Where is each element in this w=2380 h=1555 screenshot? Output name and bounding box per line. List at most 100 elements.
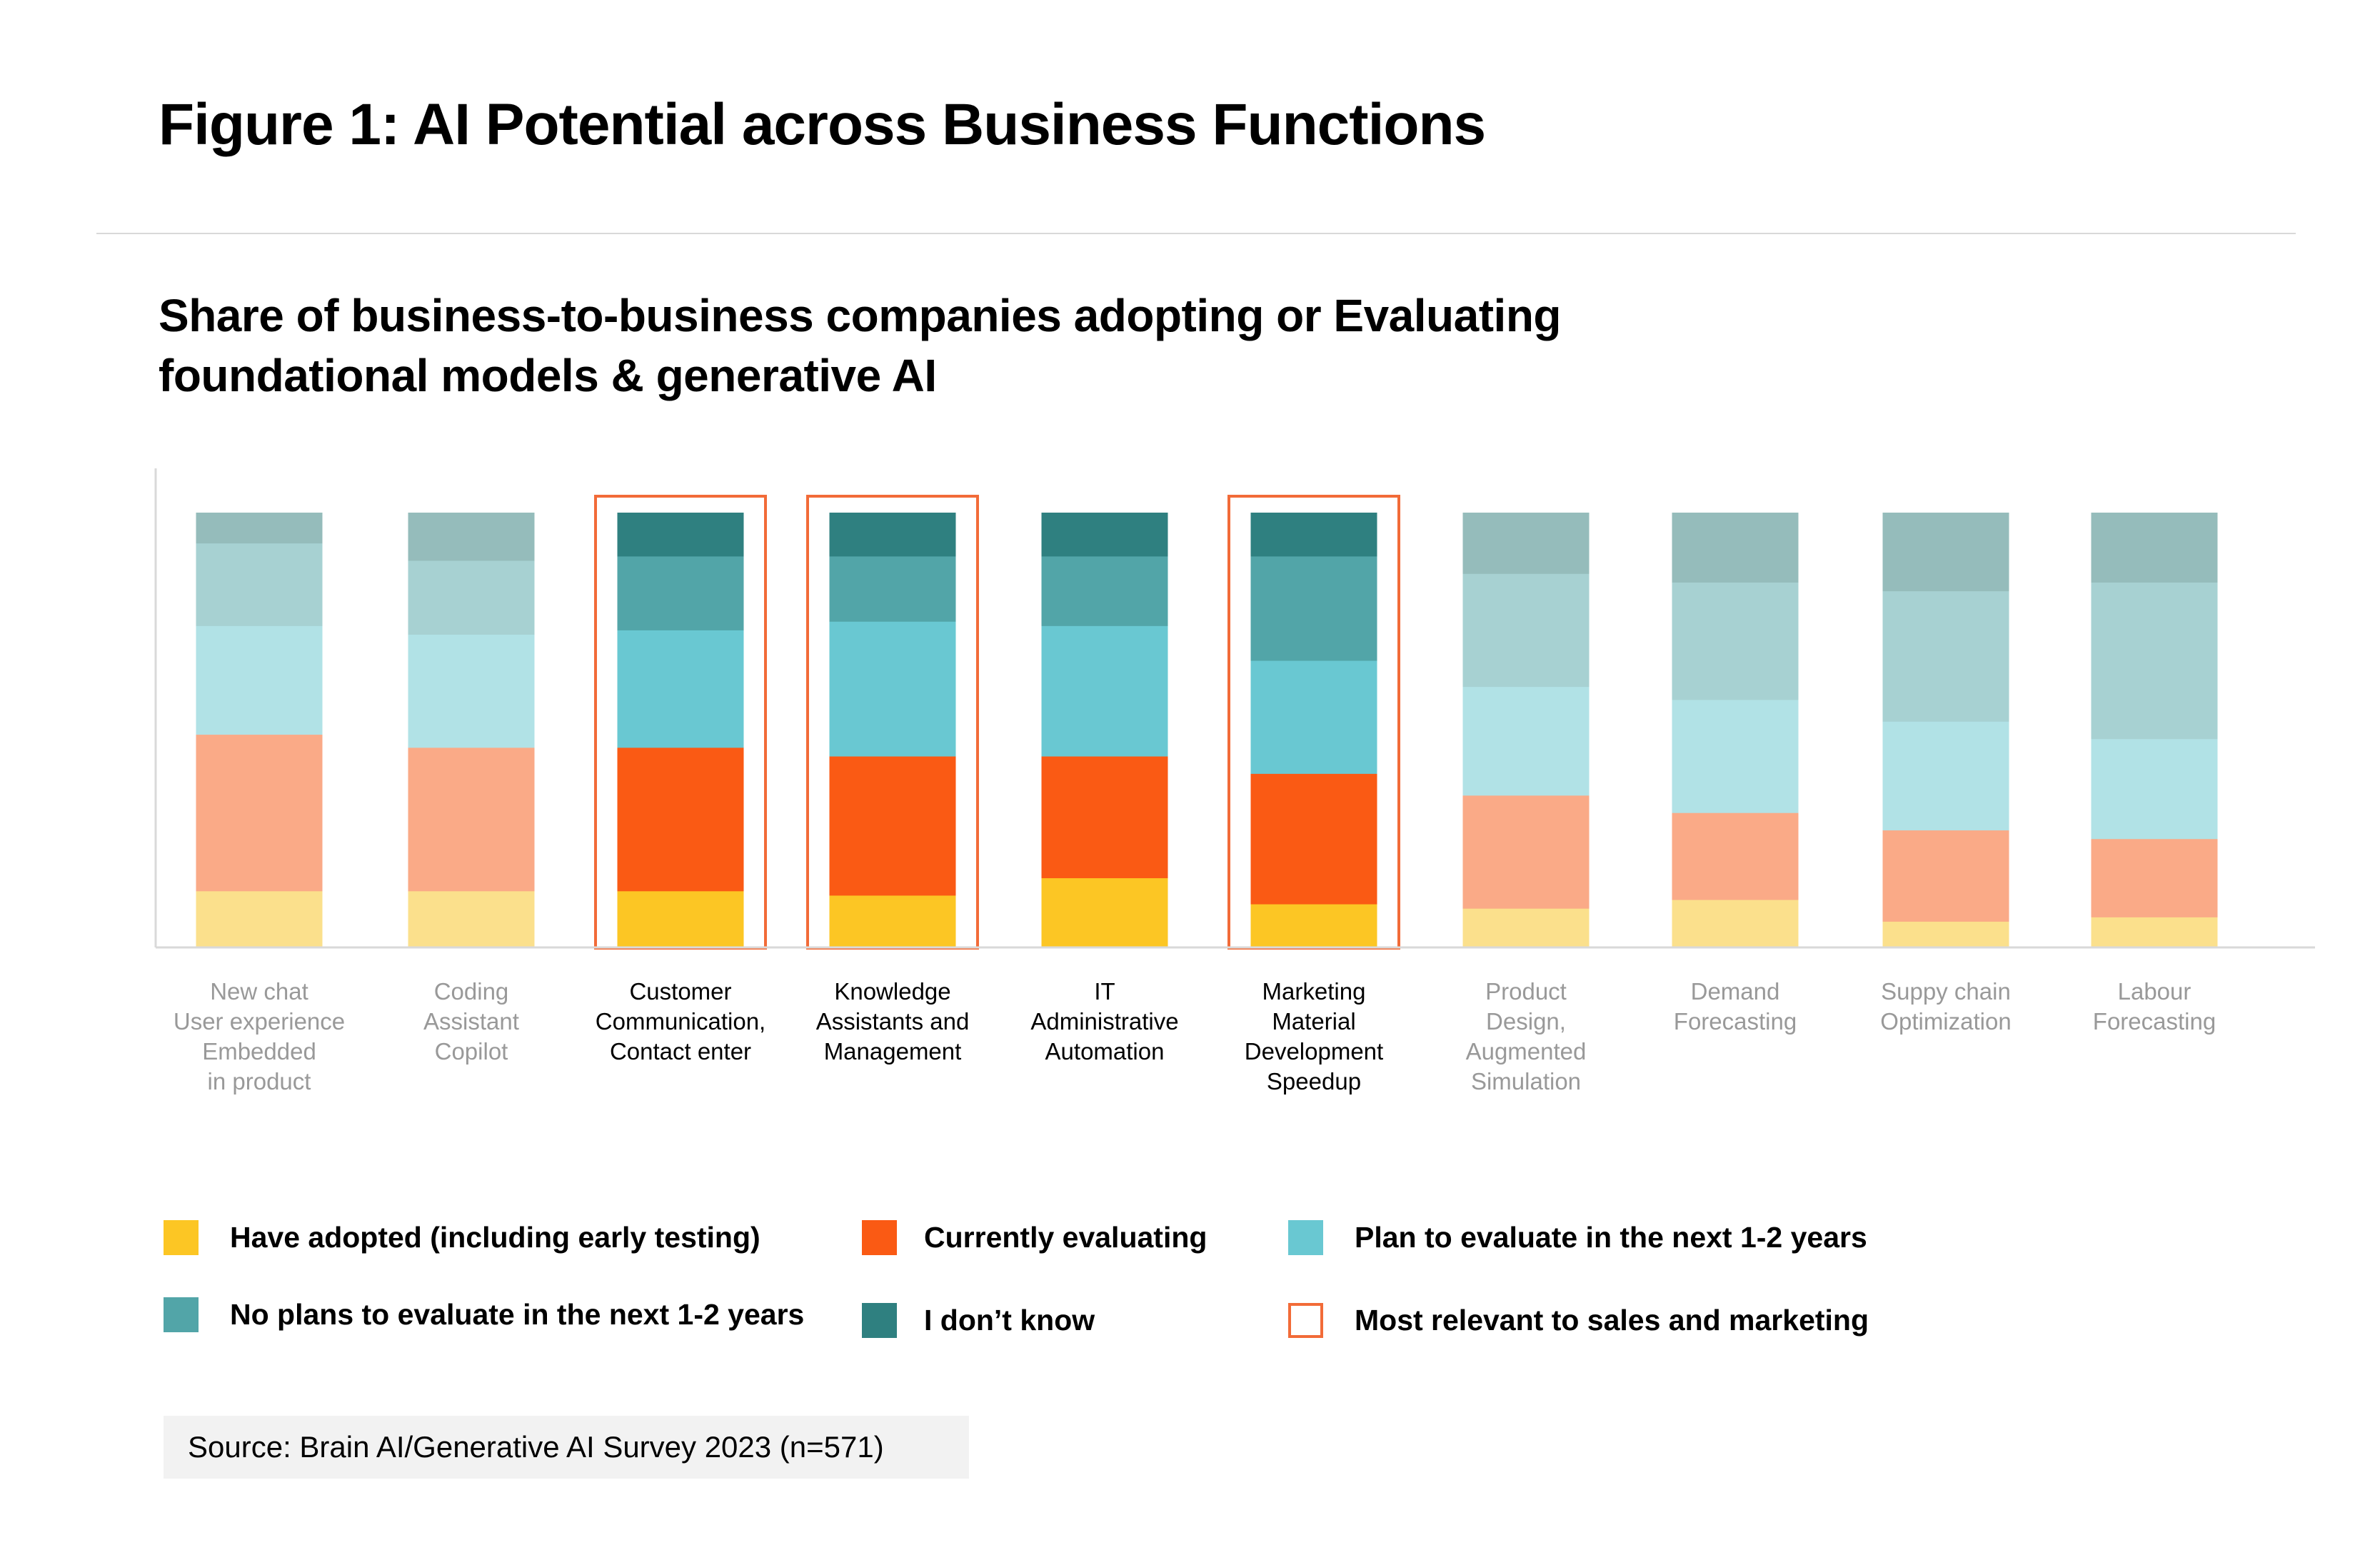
x-tick-label: IT	[1094, 978, 1115, 1005]
legend-label: Have adopted (including early testing)	[230, 1221, 760, 1254]
divider	[96, 233, 2296, 234]
x-tick-label: Augmented	[1466, 1038, 1587, 1065]
x-tick-label: Knowledge	[834, 978, 950, 1005]
bar-segment	[829, 621, 956, 757]
bar-segment	[829, 513, 956, 557]
bar-segment	[196, 543, 323, 626]
bar-segment	[1041, 625, 1168, 757]
x-tick-label: Design,	[1486, 1008, 1566, 1035]
x-tick-label: Labour	[2118, 978, 2191, 1005]
legend-item-adopted: Have adopted (including early testing)	[164, 1220, 760, 1255]
x-tick-label: Forecasting	[2093, 1008, 2216, 1035]
bar-segment	[1041, 756, 1168, 879]
bar-segment	[2091, 838, 2218, 917]
x-tick-label: Communication,	[596, 1008, 765, 1035]
bar-segment	[829, 895, 956, 948]
bar-segment	[1672, 900, 1799, 948]
bar-segment	[408, 560, 535, 635]
x-tick-label: Simulation	[1471, 1068, 1581, 1094]
bar-segment	[1041, 877, 1168, 948]
bar-segment	[1250, 773, 1377, 905]
bar-segment	[2091, 917, 2218, 948]
legend-swatch	[164, 1297, 199, 1332]
bar-segment	[408, 634, 535, 748]
bar-segment	[1672, 582, 1799, 700]
x-tick-label: Management	[824, 1038, 962, 1065]
bar-segment	[196, 890, 323, 948]
legend-swatch	[862, 1303, 897, 1338]
x-tick-label: Marketing	[1262, 978, 1366, 1005]
bar-segment	[617, 890, 744, 948]
x-tick-label: Assistant	[423, 1008, 519, 1035]
chart-title: Share of business-to-business companies …	[159, 286, 1562, 406]
legend-label: Most relevant to sales and marketing	[1355, 1304, 1869, 1337]
x-tick-label: Coding	[434, 978, 509, 1005]
source-note: Source: Brain AI/Generative AI Survey 20…	[164, 1416, 969, 1479]
bar-segment	[1462, 513, 1590, 574]
legend-swatch-outline	[1288, 1303, 1323, 1338]
bar-segment	[2091, 582, 2218, 740]
bar-segment	[1250, 555, 1377, 661]
bar-segment	[617, 513, 744, 557]
legend-swatch	[862, 1220, 897, 1255]
bar-segment	[1882, 590, 2009, 722]
bar-segment	[196, 625, 323, 735]
legend-item-plan: Plan to evaluate in the next 1-2 years	[1288, 1220, 1867, 1255]
x-tick-label: Demand	[1691, 978, 1780, 1005]
x-tick-label: New chat	[210, 978, 308, 1005]
bar-segment	[829, 756, 956, 896]
bar-segment	[1672, 513, 1799, 583]
x-tick-label: Development	[1245, 1038, 1383, 1065]
bar-segment	[408, 747, 535, 892]
bar-segment	[829, 555, 956, 622]
bar-segment	[408, 513, 535, 561]
x-tick-label: Assistants and	[816, 1008, 970, 1035]
x-tick-label: in product	[208, 1068, 311, 1094]
bar-segment	[1462, 686, 1590, 796]
x-tick-label: Customer	[629, 978, 731, 1005]
figure-title: Figure 1: AI Potential across Business F…	[159, 92, 1486, 157]
bar-segment	[1882, 921, 2009, 948]
bar-segment	[1672, 812, 1799, 900]
bar-segment	[196, 513, 323, 544]
x-tick-label: Embedded	[202, 1038, 316, 1065]
bar-segment	[617, 747, 744, 892]
legend-label: I don’t know	[924, 1304, 1095, 1337]
bar-segment	[1882, 830, 2009, 922]
bar-segment	[1462, 908, 1590, 948]
x-tick-label: User experience	[174, 1008, 345, 1035]
bar-segment	[1462, 573, 1590, 688]
bar-segment	[1672, 699, 1799, 813]
bar-segment	[196, 734, 323, 892]
bar-segment	[1250, 513, 1377, 557]
x-tick-label: Forecasting	[1674, 1008, 1797, 1035]
legend-item-evaluating: Currently evaluating	[862, 1220, 1207, 1255]
stacked-bar-chart: New chat User experience Embedded in produc…	[154, 468, 2315, 1094]
x-tick-label: Copilot	[435, 1038, 508, 1065]
bar-segment	[1882, 513, 2009, 592]
x-tick-label: Suppy chain	[1881, 978, 2011, 1005]
bar-segment	[2091, 738, 2218, 840]
bar-segment	[1250, 904, 1377, 948]
legend-label: Plan to evaluate in the next 1-2 years	[1355, 1221, 1867, 1254]
bar-segment	[1041, 513, 1168, 557]
bar-segment	[1462, 795, 1590, 909]
bar-segment	[2091, 513, 2218, 583]
legend-label: No plans to evaluate in the next 1-2 yea…	[230, 1298, 805, 1331]
legend-item-no-plans: No plans to evaluate in the next 1-2 yea…	[164, 1297, 804, 1332]
x-tick-label: Optimization	[1880, 1008, 2011, 1035]
bar-segment	[1250, 660, 1377, 774]
legend-swatch	[1288, 1220, 1323, 1255]
bar-segment	[1041, 555, 1168, 626]
chart-title-line: Share of business-to-business companies …	[159, 290, 1562, 341]
x-tick-label: Material	[1272, 1008, 1355, 1035]
x-tick-label: Automation	[1045, 1038, 1165, 1065]
bar-segment	[617, 555, 744, 630]
legend-item-most-relevant: Most relevant to sales and marketing	[1288, 1303, 1869, 1338]
bar-segment	[408, 890, 535, 948]
chart-title-line: foundational models & generative AI	[159, 350, 937, 401]
x-tick-label: Speedup	[1267, 1068, 1361, 1094]
bar-segment	[1882, 721, 2009, 831]
x-tick-label: Contact enter	[610, 1038, 751, 1065]
x-tick-label: Product	[1485, 978, 1567, 1005]
